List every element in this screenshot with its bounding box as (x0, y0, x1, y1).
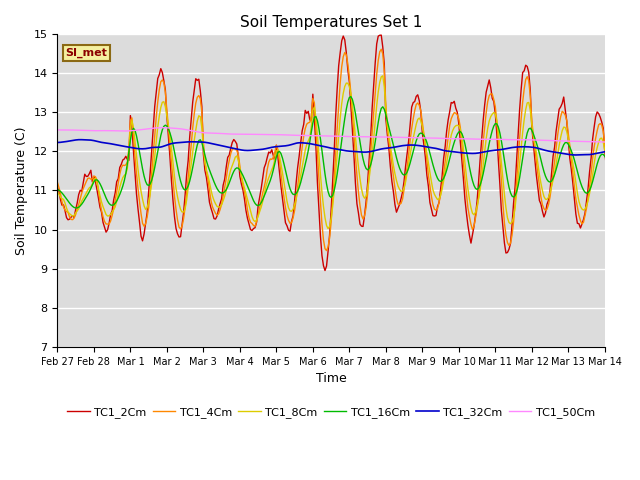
TC1_50Cm (634, 140, 640, 145)
TC1_50Cm (74, 127, 81, 133)
TC1_16Cm (558, 145, 566, 151)
Line: TC1_32Cm: TC1_32Cm (58, 140, 640, 155)
TC1_16Cm (72, 205, 79, 211)
TC1_4Cm (378, 47, 385, 52)
TC1_32Cm (557, 150, 564, 156)
Line: TC1_50Cm: TC1_50Cm (58, 128, 640, 143)
TC1_16Cm (356, 139, 364, 145)
TC1_4Cm (472, 215, 479, 221)
Y-axis label: Soil Temperature (C): Soil Temperature (C) (15, 126, 28, 255)
TC1_50Cm (557, 138, 564, 144)
TC1_8Cm (54, 189, 61, 195)
TC1_2Cm (321, 268, 329, 274)
TC1_50Cm (159, 125, 166, 131)
TC1_16Cm (93, 177, 100, 183)
TC1_8Cm (355, 164, 362, 169)
TC1_8Cm (472, 209, 479, 215)
TC1_2Cm (472, 212, 479, 218)
TC1_8Cm (634, 151, 640, 157)
TC1_32Cm (634, 145, 640, 151)
TC1_2Cm (634, 138, 640, 144)
TC1_16Cm (347, 94, 355, 99)
Line: TC1_2Cm: TC1_2Cm (58, 35, 640, 271)
TC1_8Cm (558, 128, 566, 133)
Line: TC1_16Cm: TC1_16Cm (58, 96, 640, 208)
TC1_4Cm (634, 137, 640, 143)
TC1_8Cm (324, 226, 332, 231)
TC1_4Cm (636, 136, 640, 142)
TC1_50Cm (636, 140, 640, 145)
TC1_32Cm (54, 140, 61, 145)
Title: Soil Temperatures Set 1: Soil Temperatures Set 1 (240, 15, 422, 30)
TC1_2Cm (54, 185, 61, 191)
TC1_16Cm (75, 204, 83, 210)
TC1_2Cm (74, 200, 81, 206)
TC1_50Cm (54, 127, 61, 133)
TC1_32Cm (74, 137, 81, 143)
TC1_8Cm (92, 176, 99, 181)
TC1_4Cm (558, 108, 566, 114)
TC1_8Cm (74, 208, 81, 214)
TC1_50Cm (470, 136, 478, 142)
TC1_2Cm (558, 100, 566, 106)
TC1_2Cm (636, 145, 640, 151)
TC1_16Cm (472, 186, 479, 192)
Line: TC1_4Cm: TC1_4Cm (58, 49, 640, 251)
TC1_2Cm (378, 32, 385, 38)
TC1_4Cm (74, 206, 81, 212)
TC1_4Cm (54, 180, 61, 185)
TC1_32Cm (470, 151, 478, 156)
X-axis label: Time: Time (316, 372, 346, 385)
TC1_32Cm (636, 145, 640, 151)
Legend: TC1_2Cm, TC1_4Cm, TC1_8Cm, TC1_16Cm, TC1_32Cm, TC1_50Cm: TC1_2Cm, TC1_4Cm, TC1_8Cm, TC1_16Cm, TC1… (63, 403, 599, 422)
TC1_16Cm (636, 158, 640, 164)
TC1_2Cm (355, 210, 362, 216)
TC1_4Cm (92, 174, 99, 180)
TC1_8Cm (379, 73, 387, 79)
TC1_32Cm (93, 139, 100, 144)
TC1_50Cm (92, 128, 99, 133)
Text: SI_met: SI_met (66, 48, 108, 58)
TC1_4Cm (355, 190, 362, 195)
TC1_32Cm (355, 149, 362, 155)
TC1_32Cm (572, 152, 580, 158)
TC1_4Cm (323, 248, 330, 253)
TC1_50Cm (624, 140, 632, 145)
TC1_8Cm (636, 150, 640, 156)
TC1_50Cm (355, 134, 362, 140)
TC1_16Cm (634, 160, 640, 166)
TC1_16Cm (54, 187, 61, 192)
Line: TC1_8Cm: TC1_8Cm (58, 76, 640, 228)
TC1_32Cm (76, 137, 84, 143)
TC1_2Cm (92, 178, 99, 184)
